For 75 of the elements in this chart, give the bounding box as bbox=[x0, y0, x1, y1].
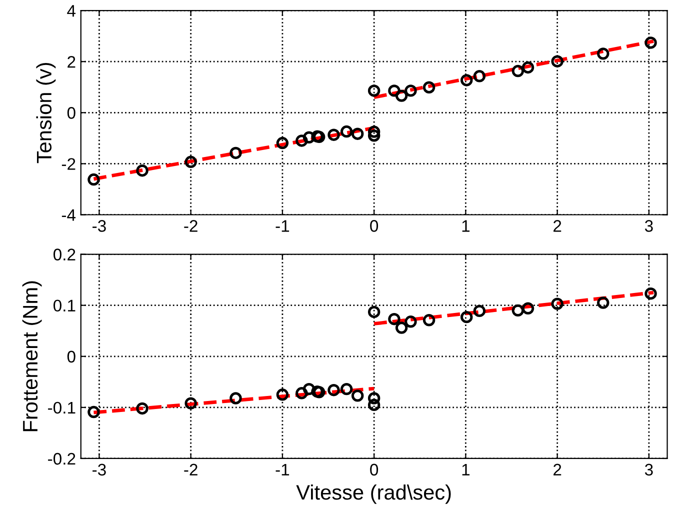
x-tick-label: 2 bbox=[554, 464, 562, 476]
x-tick-label: 3 bbox=[644, 220, 653, 232]
point bbox=[328, 384, 340, 396]
point bbox=[460, 310, 473, 324]
point bbox=[351, 390, 364, 402]
point bbox=[597, 296, 610, 309]
point bbox=[136, 402, 148, 415]
point bbox=[88, 406, 100, 418]
y-tick-label: 0.1 bbox=[54, 300, 76, 312]
point bbox=[302, 382, 316, 396]
point bbox=[184, 156, 197, 168]
point bbox=[368, 130, 380, 142]
point bbox=[184, 397, 197, 410]
y-tick-label: 4 bbox=[67, 5, 76, 17]
point bbox=[395, 90, 408, 102]
point bbox=[276, 136, 289, 150]
x-tick-label: -1 bbox=[276, 220, 290, 232]
point bbox=[473, 70, 486, 82]
x-axis-title: Vitesse (rad\sec) bbox=[296, 484, 451, 504]
point bbox=[395, 322, 408, 334]
point bbox=[422, 314, 436, 326]
point bbox=[368, 392, 380, 404]
point bbox=[644, 287, 657, 300]
point bbox=[368, 398, 380, 411]
point bbox=[136, 164, 148, 177]
point bbox=[473, 304, 486, 318]
point bbox=[230, 146, 242, 160]
point bbox=[522, 302, 534, 315]
point bbox=[404, 316, 417, 328]
point bbox=[340, 125, 353, 138]
x-tick-label: 3 bbox=[644, 464, 653, 476]
y-tick-label: -0.1 bbox=[48, 402, 76, 414]
point bbox=[230, 392, 242, 404]
x-tick-label: -3 bbox=[92, 220, 106, 232]
y-tick-label: -0.2 bbox=[48, 452, 76, 465]
point bbox=[388, 84, 400, 97]
y-axis-title: Frottement (Nm) bbox=[22, 281, 42, 432]
point bbox=[551, 298, 564, 310]
point bbox=[296, 387, 308, 400]
y-tick-label: 2 bbox=[68, 56, 76, 68]
point bbox=[644, 36, 657, 49]
point bbox=[296, 134, 308, 147]
point bbox=[512, 304, 524, 317]
point bbox=[340, 382, 353, 396]
x-tick-label: 1 bbox=[462, 220, 470, 232]
point bbox=[422, 81, 436, 94]
point bbox=[368, 84, 380, 97]
point bbox=[597, 48, 610, 60]
point bbox=[368, 126, 380, 138]
point bbox=[551, 55, 564, 68]
point bbox=[88, 173, 100, 186]
y-tick-label: 0 bbox=[67, 350, 76, 363]
x-tick-label: 0 bbox=[370, 220, 378, 232]
point bbox=[522, 61, 534, 74]
point bbox=[404, 84, 417, 97]
x-tick-label: 1 bbox=[462, 464, 470, 476]
y-tick-label: -4 bbox=[62, 209, 76, 221]
y-tick-label: 0.2 bbox=[54, 248, 76, 260]
x-tick-label: 2 bbox=[554, 220, 562, 232]
x-tick-label: -1 bbox=[276, 464, 290, 476]
x-tick-label: -2 bbox=[184, 220, 198, 232]
point bbox=[388, 313, 400, 326]
y-axis-title: Tension (v) bbox=[36, 62, 56, 164]
y-tick-label: -2 bbox=[62, 158, 76, 170]
point bbox=[460, 74, 473, 86]
x-tick-label: -2 bbox=[184, 464, 198, 476]
x-tick-label: 0 bbox=[370, 464, 378, 476]
point bbox=[512, 64, 524, 78]
point bbox=[302, 131, 316, 144]
y-tick-label: 0 bbox=[67, 107, 76, 119]
x-tick-label: -3 bbox=[92, 464, 106, 476]
point bbox=[351, 128, 364, 140]
point bbox=[276, 388, 289, 401]
point bbox=[328, 128, 340, 141]
point bbox=[368, 306, 380, 318]
